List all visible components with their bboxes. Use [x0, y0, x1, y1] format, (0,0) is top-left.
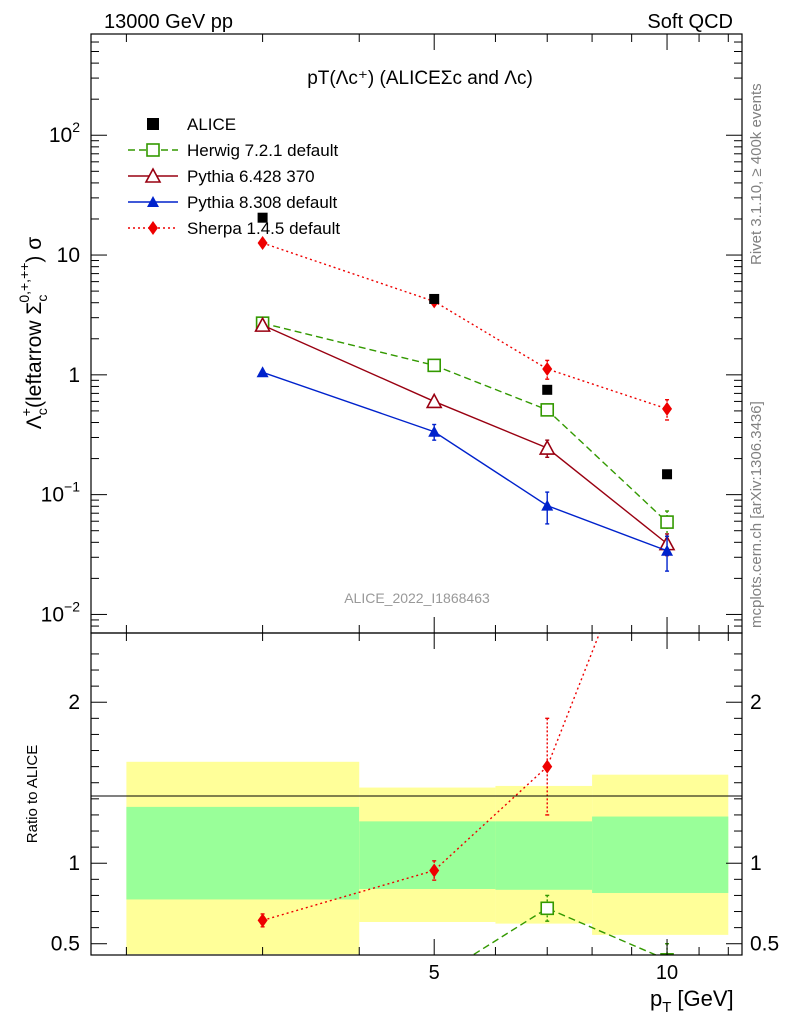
ratio-2-point-1	[428, 1006, 440, 1017]
ratio-2-point-0	[257, 1010, 269, 1021]
ratio-3-point-3	[662, 454, 672, 468]
ratio-3-point-1	[429, 863, 440, 878]
band-green-0	[126, 806, 360, 900]
ratio-1-point-1	[427, 995, 441, 1008]
legend-label-3: Pythia 8.308 default	[187, 193, 338, 212]
ratio-tick-label-right-2: 2	[750, 691, 762, 714]
y-label-sigma-sup: 0,+,++	[16, 263, 32, 303]
data-point-2	[542, 384, 553, 395]
series-1-point-1	[425, 392, 443, 409]
side-label-rivet: Rivet 3.1.10, ≥ 400k events	[748, 83, 765, 265]
legend-label-0: ALICE	[187, 115, 236, 134]
side-label-mcplots: mcplots.cern.ch [arXiv:1306.3436]	[748, 401, 765, 628]
chart-title: pT(Λc⁺) (ALICEΣc and Λc)	[307, 68, 533, 89]
data-point-0	[257, 212, 268, 223]
legend-marker-2	[144, 167, 162, 183]
series-1-point-0	[254, 316, 271, 332]
series-line-3	[262, 242, 668, 410]
x-label-unit: [GeV]	[677, 986, 733, 1011]
y-tick-exp: −2	[64, 598, 80, 614]
legend-marker-3	[147, 196, 159, 207]
y-label-sigma-sub: c	[34, 295, 50, 302]
series-3-point-0	[257, 236, 268, 251]
legend-label-1: Herwig 7.2.1 default	[187, 141, 338, 160]
ratio-tick-label-left-2: 2	[68, 691, 80, 714]
header-left: 13000 GeV pp	[104, 11, 233, 33]
ratio-tick-label-right-1: 1	[750, 852, 762, 875]
y-label-lambda: Λ	[23, 415, 46, 429]
series-3-point-3	[662, 401, 673, 416]
ratio-y-label: Ratio to ALICE	[24, 745, 41, 843]
band-green-2	[495, 821, 593, 890]
ratio-1-point-2	[540, 965, 554, 978]
x-axis-label: pT [GeV]	[650, 986, 734, 1016]
data-point-1	[429, 293, 440, 304]
y-label-lambda-sub: c	[34, 408, 50, 415]
y-tick-label-2: 1	[68, 364, 80, 387]
band-green-3	[592, 816, 729, 894]
x-tick-label-1: 10	[656, 962, 678, 984]
ratio-tick-label-left-0: 0.5	[51, 933, 80, 956]
ratio-1-point-0	[256, 997, 270, 1010]
ratio-line-3	[262, 633, 601, 922]
series-line-1	[262, 324, 668, 545]
y-label-tail: ) σ	[23, 237, 46, 263]
y-tick-exp: −1	[64, 479, 80, 495]
y-label-mid: (leftarrow Σ	[23, 302, 46, 408]
y-tick-label-1: 10−1	[41, 479, 81, 507]
legend-marker-1	[146, 143, 160, 157]
legend-label-2: Pythia 6.428 370	[187, 167, 315, 186]
ratio-line-2	[263, 987, 667, 1016]
ratio-0-point-0	[257, 997, 269, 1009]
y-tick-base: 10	[49, 124, 72, 147]
series-line-0	[262, 322, 668, 523]
ratio-bands	[126, 761, 729, 955]
ratio-0-point-2	[540, 901, 555, 916]
header-right: Soft QCD	[647, 11, 733, 33]
series-0-point-2	[540, 403, 555, 417]
x-label-p: p	[650, 986, 662, 1011]
analysis-watermark: ALICE_2022_I1868463	[344, 590, 490, 606]
main-series-layer	[254, 212, 676, 572]
y-axis-label: Λc+(leftarrow Σc0,+,++) σ	[16, 237, 50, 429]
series-2-point-0	[256, 366, 269, 378]
series-0-point-3	[660, 515, 674, 529]
legend: ALICE Herwig 7.2.1 default Pythia 6.428 37…	[128, 115, 340, 238]
band-green-1	[359, 821, 496, 889]
y-tick-label-0: 10−2	[41, 598, 81, 626]
y-label-lambda-sup: +	[18, 408, 34, 416]
ratio-3-point-0	[257, 913, 268, 928]
data-point-3	[662, 469, 673, 480]
ratio-2-point-2	[541, 1001, 553, 1012]
ratio-tick-label-left-1: 1	[68, 852, 80, 875]
series-3-point-2	[542, 361, 553, 376]
series-1-point-2	[538, 439, 556, 455]
y-tick-exp: 2	[72, 119, 80, 135]
legend-marker-4	[148, 221, 158, 235]
ratio-3-point-2	[542, 759, 553, 774]
legend-label-4: Sherpa 1.4.5 default	[187, 219, 340, 238]
series-2-point-1	[428, 425, 441, 437]
series-2-point-2	[541, 499, 554, 511]
y-tick-base: 10	[41, 484, 64, 507]
ratio-tick-label-right-0: 0.5	[750, 933, 779, 956]
series-line-2	[262, 371, 668, 552]
y-tick-base: 10	[41, 603, 64, 626]
x-label-sub: T	[662, 999, 671, 1016]
series-2-point-3	[661, 544, 674, 556]
series-0-point-1	[427, 358, 441, 373]
x-tick-label-0: 5	[429, 962, 440, 984]
y-tick-label-3: 10	[57, 244, 80, 267]
ratio-frame	[90, 632, 743, 956]
y-tick-label-4: 102	[49, 119, 80, 147]
ratio-line-1	[263, 972, 667, 1004]
legend-marker-0	[147, 118, 159, 130]
